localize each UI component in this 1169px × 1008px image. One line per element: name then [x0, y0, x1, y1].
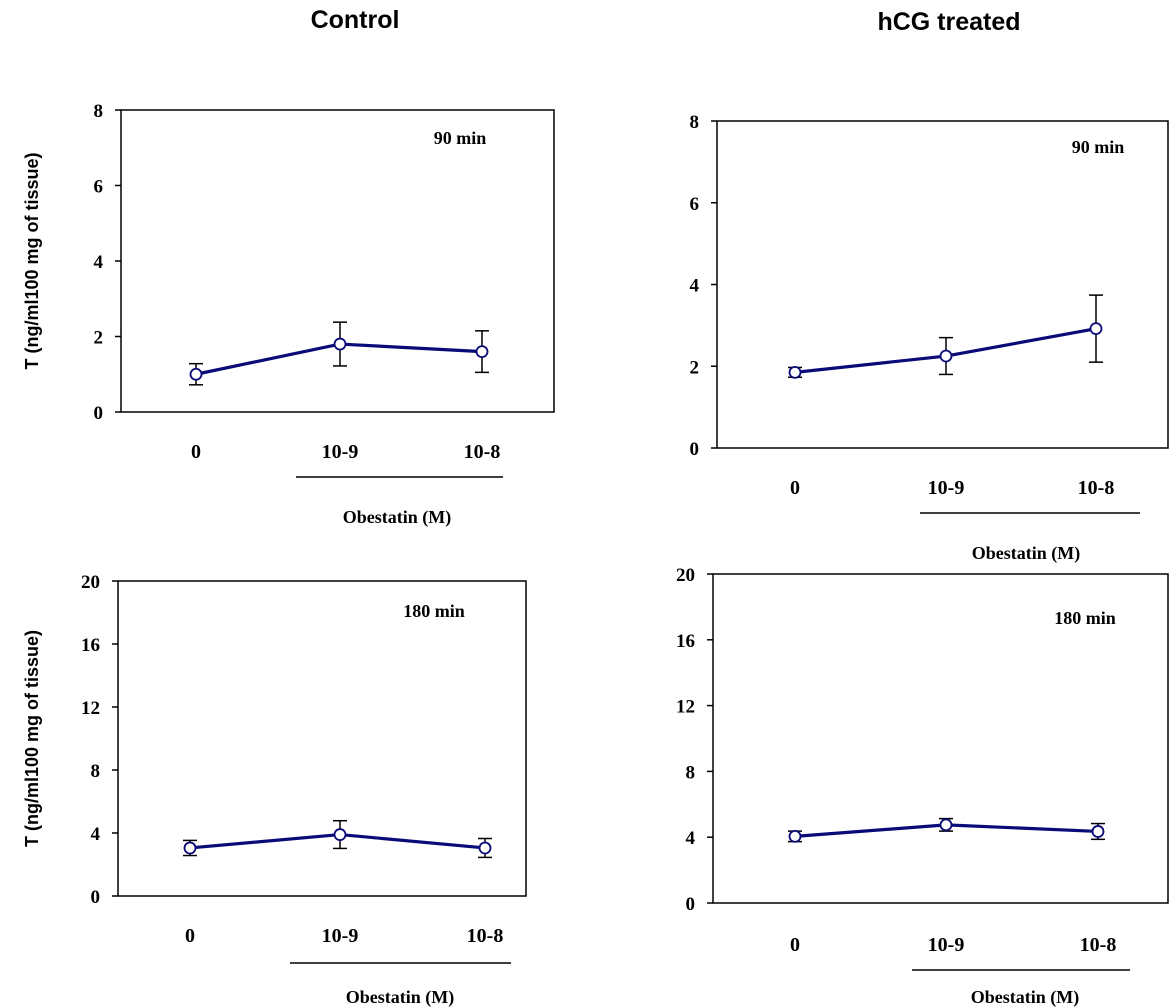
- x-tick-label: 0: [790, 934, 800, 956]
- x-tick-label: 10-9: [322, 925, 359, 947]
- x-axis-label: Obestatin (M): [972, 543, 1080, 564]
- time-annotation: 180 min: [403, 601, 465, 621]
- y-tick-label: 12: [676, 697, 695, 718]
- y-tick-label: 2: [690, 357, 700, 378]
- column-title-hcg-treated: hCG treated: [877, 8, 1020, 36]
- x-tick-label: 10-8: [467, 925, 504, 947]
- y-tick-label: 12: [81, 698, 100, 719]
- y-tick-label: 4: [94, 252, 104, 273]
- y-tick-label: 4: [690, 276, 700, 297]
- y-tick-label: 2: [94, 328, 104, 349]
- plot-frame: [120, 109, 555, 413]
- plot-frame: [117, 580, 527, 897]
- data-point: [1089, 322, 1103, 336]
- column-title-control: Control: [311, 6, 400, 34]
- data-point: [939, 818, 953, 832]
- data-point: [183, 841, 197, 855]
- x-tick-label: 10-8: [1080, 934, 1117, 956]
- y-axis-label: T (ng/ml100 mg of tissue): [22, 152, 42, 369]
- data-point: [189, 367, 203, 381]
- chart-panel-1: 0 2 4 6 8 T (ng/ml100 mg of tissue) 90 min 0 10-…: [22, 101, 555, 528]
- y-tick-label: 8: [91, 761, 101, 782]
- data-point: [333, 828, 347, 841]
- y-tick-label: 0: [91, 887, 101, 908]
- y-tick-label: 6: [94, 177, 104, 198]
- y-tick-label: 4: [686, 828, 696, 849]
- y-tick-label: 16: [81, 635, 100, 656]
- data-point: [788, 829, 802, 843]
- y-tick-label: 0: [686, 894, 696, 915]
- y-tick-label: 8: [94, 101, 104, 122]
- data-point: [333, 337, 347, 351]
- x-tick-label: 0: [790, 477, 800, 499]
- y-tick-label: 20: [676, 565, 695, 586]
- chart-panel-3: 0 4 8 12 16 20 T (ng/ml100 mg of tissue) 180 mi…: [22, 572, 527, 1008]
- chart-panel-4: 0 4 8 12 16 20 180 min 0 10-9 10-8 Obestatin (M): [676, 565, 1169, 1008]
- x-tick-label: 10-9: [928, 934, 965, 956]
- data-point: [788, 365, 802, 379]
- x-axis-label: Obestatin (M): [346, 987, 454, 1008]
- data-point: [478, 841, 492, 855]
- data-point: [939, 349, 953, 363]
- time-annotation: 90 min: [1072, 137, 1125, 157]
- y-tick-label: 0: [94, 403, 104, 424]
- plot-frame: [716, 120, 1169, 449]
- y-tick-label: 8: [690, 112, 700, 133]
- y-tick-label: 4: [91, 824, 101, 845]
- x-tick-label: 10-9: [322, 441, 359, 463]
- plot-frame: [712, 573, 1169, 904]
- x-axis-label: Obestatin (M): [343, 507, 451, 528]
- x-tick-label: 0: [185, 925, 195, 947]
- data-point: [1091, 825, 1105, 838]
- y-axis-label: T (ng/ml100 mg of tissue): [22, 630, 42, 847]
- chart-panel-2: 0 2 4 6 8 90 min 0 10-9 10-8 Obestatin (M): [690, 112, 1169, 564]
- x-axis-label: Obestatin (M): [971, 987, 1079, 1008]
- x-tick-label: 0: [191, 441, 201, 463]
- data-point: [475, 345, 489, 359]
- y-tick-label: 8: [686, 762, 696, 783]
- x-tick-label: 10-8: [464, 441, 501, 463]
- time-annotation: 180 min: [1054, 608, 1116, 628]
- chart-panels: 0 2 4 6 8 T (ng/ml100 mg of tissue) 90 min 0 10-…: [22, 101, 1169, 1008]
- y-tick-label: 20: [81, 572, 100, 593]
- y-tick-label: 6: [690, 194, 700, 215]
- x-tick-label: 10-8: [1078, 477, 1115, 499]
- time-annotation: 90 min: [434, 128, 487, 148]
- y-tick-label: 0: [690, 439, 700, 460]
- y-tick-label: 16: [676, 631, 695, 652]
- x-tick-label: 10-9: [928, 477, 965, 499]
